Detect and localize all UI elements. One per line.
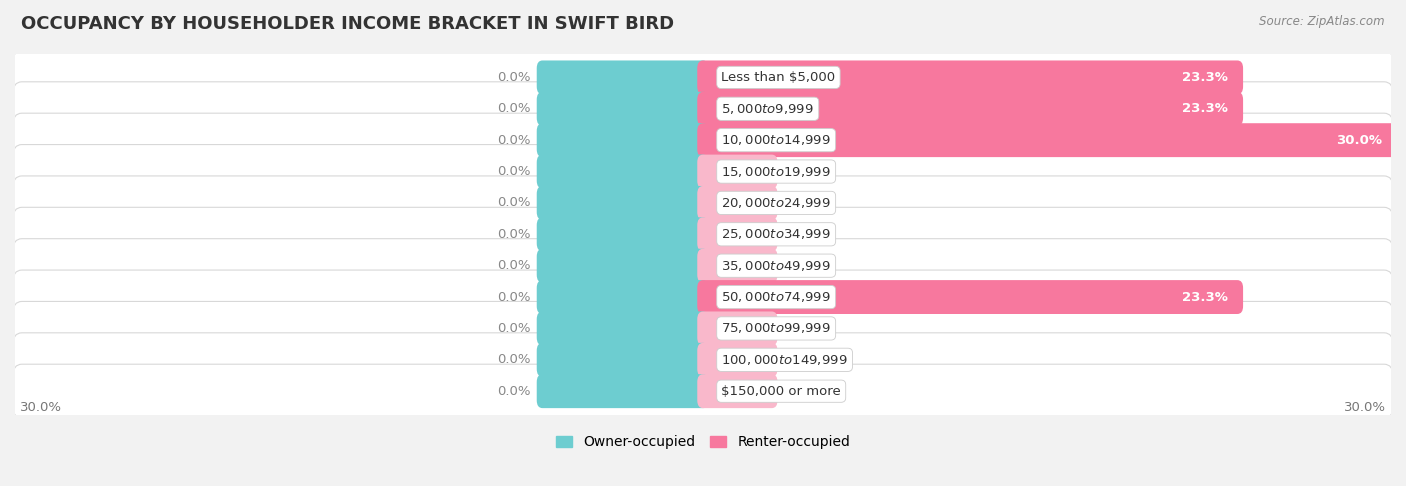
Text: 0.0%: 0.0% [498, 165, 531, 178]
Text: $100,000 to $149,999: $100,000 to $149,999 [721, 353, 848, 367]
Text: 0.0%: 0.0% [783, 259, 817, 272]
FancyBboxPatch shape [537, 343, 709, 377]
Text: $25,000 to $34,999: $25,000 to $34,999 [721, 227, 831, 241]
Text: 0.0%: 0.0% [498, 322, 531, 335]
Text: 0.0%: 0.0% [783, 196, 817, 209]
Text: $20,000 to $24,999: $20,000 to $24,999 [721, 196, 831, 210]
Text: $150,000 or more: $150,000 or more [721, 385, 841, 398]
Text: 0.0%: 0.0% [498, 71, 531, 84]
Text: $10,000 to $14,999: $10,000 to $14,999 [721, 133, 831, 147]
FancyBboxPatch shape [537, 374, 709, 408]
Text: 23.3%: 23.3% [1182, 102, 1229, 115]
FancyBboxPatch shape [697, 217, 778, 251]
Text: $50,000 to $74,999: $50,000 to $74,999 [721, 290, 831, 304]
Text: 0.0%: 0.0% [498, 259, 531, 272]
Text: 0.0%: 0.0% [498, 102, 531, 115]
Text: 0.0%: 0.0% [498, 385, 531, 398]
FancyBboxPatch shape [697, 123, 1396, 157]
FancyBboxPatch shape [697, 280, 1243, 314]
Text: $35,000 to $49,999: $35,000 to $49,999 [721, 259, 831, 273]
Text: 0.0%: 0.0% [498, 291, 531, 304]
FancyBboxPatch shape [697, 249, 778, 283]
FancyBboxPatch shape [13, 82, 1393, 136]
Text: $15,000 to $19,999: $15,000 to $19,999 [721, 165, 831, 178]
FancyBboxPatch shape [697, 155, 778, 189]
Text: 30.0%: 30.0% [20, 401, 62, 414]
Text: 0.0%: 0.0% [498, 353, 531, 366]
Text: 0.0%: 0.0% [783, 353, 817, 366]
FancyBboxPatch shape [537, 249, 709, 283]
FancyBboxPatch shape [697, 92, 1243, 126]
Text: Source: ZipAtlas.com: Source: ZipAtlas.com [1260, 15, 1385, 28]
FancyBboxPatch shape [697, 343, 778, 377]
FancyBboxPatch shape [697, 374, 778, 408]
Text: 30.0%: 30.0% [1336, 134, 1382, 147]
Text: 0.0%: 0.0% [783, 385, 817, 398]
FancyBboxPatch shape [537, 280, 709, 314]
FancyBboxPatch shape [537, 312, 709, 346]
Text: Less than $5,000: Less than $5,000 [721, 71, 835, 84]
FancyBboxPatch shape [697, 312, 778, 346]
FancyBboxPatch shape [13, 144, 1393, 198]
FancyBboxPatch shape [13, 176, 1393, 230]
Text: 0.0%: 0.0% [498, 134, 531, 147]
FancyBboxPatch shape [13, 333, 1393, 387]
Text: 0.0%: 0.0% [783, 228, 817, 241]
FancyBboxPatch shape [13, 270, 1393, 324]
FancyBboxPatch shape [537, 60, 709, 94]
FancyBboxPatch shape [13, 364, 1393, 418]
FancyBboxPatch shape [537, 217, 709, 251]
FancyBboxPatch shape [537, 92, 709, 126]
Text: 23.3%: 23.3% [1182, 291, 1229, 304]
FancyBboxPatch shape [13, 51, 1393, 104]
FancyBboxPatch shape [537, 186, 709, 220]
FancyBboxPatch shape [13, 301, 1393, 355]
Text: 23.3%: 23.3% [1182, 71, 1229, 84]
Text: 30.0%: 30.0% [1344, 401, 1386, 414]
FancyBboxPatch shape [697, 186, 778, 220]
FancyBboxPatch shape [13, 239, 1393, 293]
Text: 0.0%: 0.0% [783, 165, 817, 178]
FancyBboxPatch shape [13, 113, 1393, 167]
FancyBboxPatch shape [13, 208, 1393, 261]
Text: 0.0%: 0.0% [498, 228, 531, 241]
Text: $5,000 to $9,999: $5,000 to $9,999 [721, 102, 814, 116]
FancyBboxPatch shape [537, 123, 709, 157]
FancyBboxPatch shape [537, 155, 709, 189]
Text: OCCUPANCY BY HOUSEHOLDER INCOME BRACKET IN SWIFT BIRD: OCCUPANCY BY HOUSEHOLDER INCOME BRACKET … [21, 15, 675, 33]
Text: 0.0%: 0.0% [498, 196, 531, 209]
FancyBboxPatch shape [697, 60, 1243, 94]
Legend: Owner-occupied, Renter-occupied: Owner-occupied, Renter-occupied [550, 430, 856, 455]
Text: $75,000 to $99,999: $75,000 to $99,999 [721, 321, 831, 335]
Text: 0.0%: 0.0% [783, 322, 817, 335]
